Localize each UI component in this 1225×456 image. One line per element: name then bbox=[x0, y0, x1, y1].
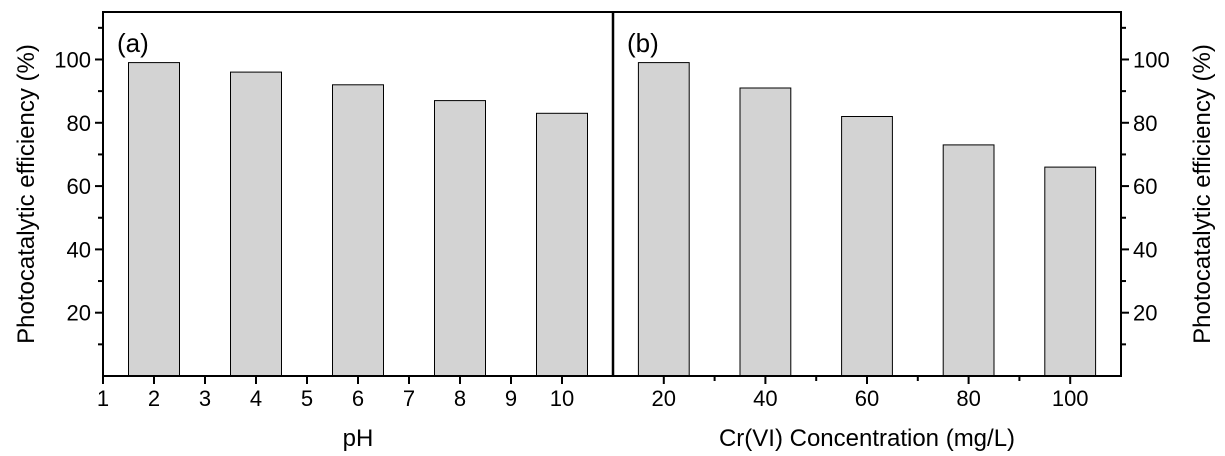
x-tick-label-a-5: 6 bbox=[352, 386, 364, 411]
x-tick-label-a-6: 7 bbox=[403, 386, 415, 411]
panel-tag-a: (a) bbox=[117, 28, 149, 58]
y-tick-label-b-1: 40 bbox=[1133, 237, 1157, 262]
y-tick-label-b-4: 100 bbox=[1133, 47, 1170, 72]
x-tick-label-a-8: 9 bbox=[505, 386, 517, 411]
bar-a-4 bbox=[536, 112, 588, 377]
y-tick-label-a-0: 20 bbox=[67, 301, 91, 326]
y-tick-label-b-0: 20 bbox=[1133, 301, 1157, 326]
x-tick-label-b-2: 60 bbox=[855, 386, 879, 411]
panel-tag-b: (b) bbox=[627, 28, 659, 58]
x-tick-label-b-4: 100 bbox=[1052, 386, 1089, 411]
bar-b-2 bbox=[841, 116, 893, 377]
y-tick-label-b-3: 80 bbox=[1133, 111, 1157, 136]
x-tick-label-a-4: 5 bbox=[301, 386, 313, 411]
bar-b-3 bbox=[942, 144, 995, 377]
y-axis-label-b: Photocatalytic efficiency (%) bbox=[1189, 44, 1216, 344]
x-tick-label-a-7: 8 bbox=[454, 386, 466, 411]
bar-a-1 bbox=[230, 71, 282, 377]
x-axis-label-a: pH bbox=[343, 425, 374, 452]
x-axis-label-b: Cr(VI) Concentration (mg/L) bbox=[719, 425, 1015, 452]
x-tick-label-a-1: 2 bbox=[148, 386, 160, 411]
x-tick-label-b-1: 40 bbox=[753, 386, 777, 411]
x-tick-label-a-9: 10 bbox=[550, 386, 574, 411]
bar-a-3 bbox=[434, 100, 486, 377]
x-tick-label-a-2: 3 bbox=[199, 386, 211, 411]
y-tick-label-a-2: 60 bbox=[67, 174, 91, 199]
x-tick-label-b-3: 80 bbox=[956, 386, 980, 411]
bar-a-2 bbox=[332, 84, 384, 377]
y-tick-label-a-1: 40 bbox=[67, 237, 91, 262]
bar-a-0 bbox=[128, 62, 180, 377]
x-tick-label-a-0: 1 bbox=[97, 386, 109, 411]
x-tick-label-b-0: 20 bbox=[652, 386, 676, 411]
x-tick-label-a-3: 4 bbox=[250, 386, 262, 411]
bar-b-1 bbox=[739, 87, 792, 377]
y-tick-label-b-2: 60 bbox=[1133, 174, 1157, 199]
y-axis-label-a: Photocatalytic efficiency (%) bbox=[13, 44, 40, 344]
bar-b-0 bbox=[637, 62, 690, 377]
bar-b-4 bbox=[1044, 166, 1097, 377]
y-tick-label-a-3: 80 bbox=[67, 111, 91, 136]
y-tick-label-a-4: 100 bbox=[54, 47, 91, 72]
